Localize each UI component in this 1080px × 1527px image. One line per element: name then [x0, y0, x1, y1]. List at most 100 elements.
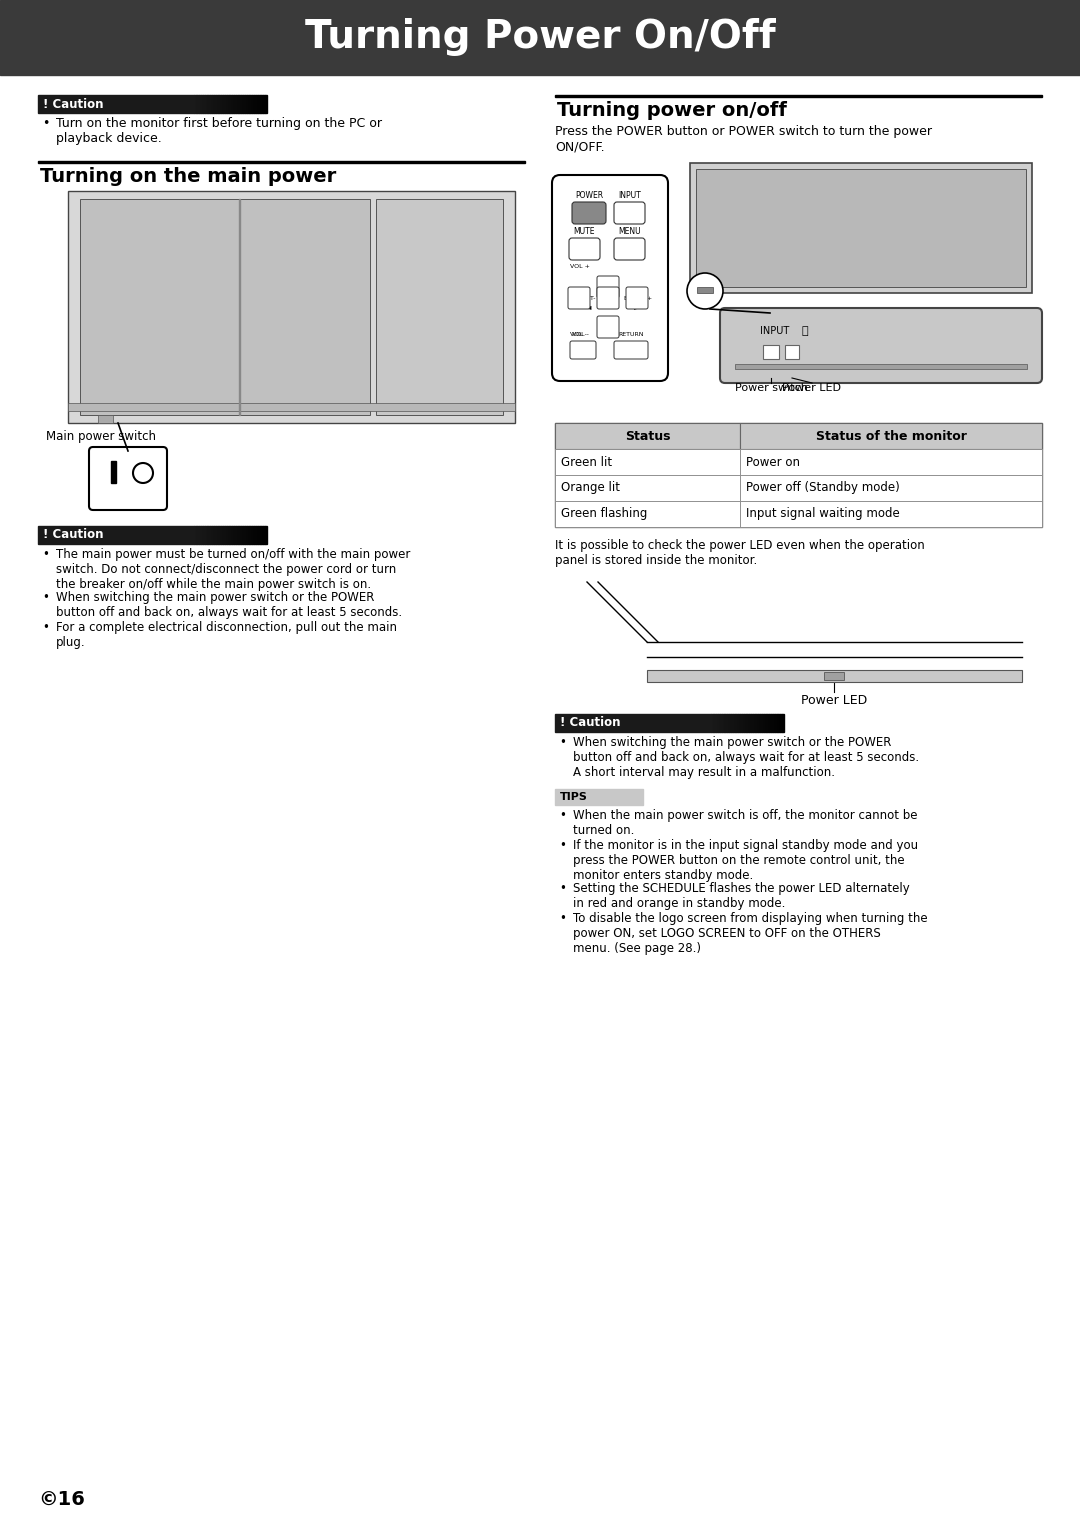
- Bar: [762, 715, 764, 731]
- Bar: [256, 95, 258, 113]
- Text: Main power switch: Main power switch: [46, 431, 156, 443]
- Bar: [217, 95, 219, 113]
- Text: Setting the SCHEDULE flashes the power LED alternately
in red and orange in stan: Setting the SCHEDULE flashes the power L…: [573, 883, 909, 910]
- Circle shape: [687, 273, 723, 308]
- Text: ▼: ▼: [605, 322, 611, 331]
- Bar: [740, 449, 1042, 475]
- Bar: [254, 95, 256, 113]
- Text: Turn on the monitor first before turning on the PC or
playback device.: Turn on the monitor first before turning…: [56, 118, 382, 145]
- Bar: [68, 191, 515, 423]
- Bar: [555, 475, 740, 501]
- Bar: [750, 715, 751, 731]
- Bar: [68, 403, 515, 411]
- Bar: [225, 95, 227, 113]
- Text: Green flashing: Green flashing: [561, 507, 647, 521]
- Bar: [201, 525, 203, 544]
- FancyBboxPatch shape: [615, 202, 645, 224]
- Bar: [264, 525, 265, 544]
- Bar: [745, 715, 747, 731]
- Bar: [229, 525, 230, 544]
- Text: When the main power switch is off, the monitor cannot be
turned on.: When the main power switch is off, the m…: [573, 809, 918, 837]
- Bar: [251, 95, 253, 113]
- Bar: [742, 715, 744, 731]
- Bar: [245, 95, 247, 113]
- Bar: [555, 95, 1042, 98]
- Bar: [729, 715, 731, 731]
- Bar: [38, 95, 193, 113]
- FancyBboxPatch shape: [552, 176, 669, 382]
- FancyBboxPatch shape: [597, 276, 619, 298]
- Bar: [235, 95, 238, 113]
- Text: For a complete electrical disconnection, pull out the main
plug.: For a complete electrical disconnection,…: [56, 621, 397, 649]
- Bar: [234, 525, 235, 544]
- Bar: [212, 525, 214, 544]
- Bar: [38, 525, 193, 544]
- Text: Turning Power On/Off: Turning Power On/Off: [305, 18, 775, 56]
- Bar: [205, 525, 206, 544]
- Text: •: •: [42, 621, 49, 634]
- FancyBboxPatch shape: [615, 238, 645, 260]
- Bar: [555, 715, 711, 731]
- Bar: [731, 715, 732, 731]
- Text: Power on: Power on: [746, 455, 800, 469]
- Bar: [711, 715, 713, 731]
- Bar: [247, 525, 248, 544]
- Bar: [753, 715, 755, 731]
- Bar: [768, 715, 769, 731]
- Bar: [376, 199, 503, 415]
- Bar: [258, 525, 259, 544]
- Text: ◄: ◄: [584, 302, 591, 312]
- Text: ! Caution: ! Caution: [43, 98, 104, 110]
- Bar: [216, 525, 217, 544]
- Bar: [773, 715, 774, 731]
- Bar: [258, 95, 259, 113]
- Text: Turning power on/off: Turning power on/off: [557, 101, 787, 121]
- FancyBboxPatch shape: [597, 287, 619, 308]
- Bar: [782, 715, 784, 731]
- Bar: [211, 525, 212, 544]
- Bar: [193, 95, 195, 113]
- Bar: [243, 95, 245, 113]
- Text: POWER: POWER: [575, 191, 603, 200]
- Bar: [256, 525, 258, 544]
- Bar: [261, 95, 264, 113]
- Bar: [195, 525, 198, 544]
- Text: •: •: [559, 809, 566, 822]
- Text: ENTER: ENTER: [599, 304, 617, 310]
- Text: MENU: MENU: [618, 228, 640, 237]
- Bar: [780, 715, 782, 731]
- Bar: [744, 715, 745, 731]
- Bar: [211, 95, 212, 113]
- Text: •: •: [42, 548, 49, 560]
- Bar: [762, 345, 779, 359]
- Bar: [241, 525, 243, 544]
- Bar: [755, 715, 756, 731]
- FancyBboxPatch shape: [570, 341, 596, 359]
- Bar: [98, 415, 113, 423]
- FancyBboxPatch shape: [572, 202, 606, 224]
- Bar: [200, 95, 201, 113]
- Text: ►: ►: [634, 302, 640, 312]
- Bar: [718, 715, 720, 731]
- Bar: [555, 449, 740, 475]
- Bar: [715, 715, 716, 731]
- Bar: [241, 95, 243, 113]
- Bar: [225, 525, 227, 544]
- Bar: [774, 715, 777, 731]
- Text: Orange lit: Orange lit: [561, 481, 620, 495]
- Bar: [0, 0, 1080, 75]
- Bar: [265, 95, 267, 113]
- FancyBboxPatch shape: [720, 308, 1042, 383]
- Text: Input signal waiting mode: Input signal waiting mode: [746, 507, 900, 521]
- Bar: [217, 525, 219, 544]
- Text: Power LED: Power LED: [783, 383, 841, 392]
- Bar: [214, 95, 216, 113]
- Bar: [230, 525, 232, 544]
- Text: INPUT: INPUT: [760, 325, 789, 336]
- Text: Status: Status: [624, 429, 671, 443]
- Circle shape: [133, 463, 153, 483]
- FancyBboxPatch shape: [89, 447, 167, 510]
- Bar: [111, 461, 116, 483]
- Bar: [201, 95, 203, 113]
- Bar: [80, 199, 370, 415]
